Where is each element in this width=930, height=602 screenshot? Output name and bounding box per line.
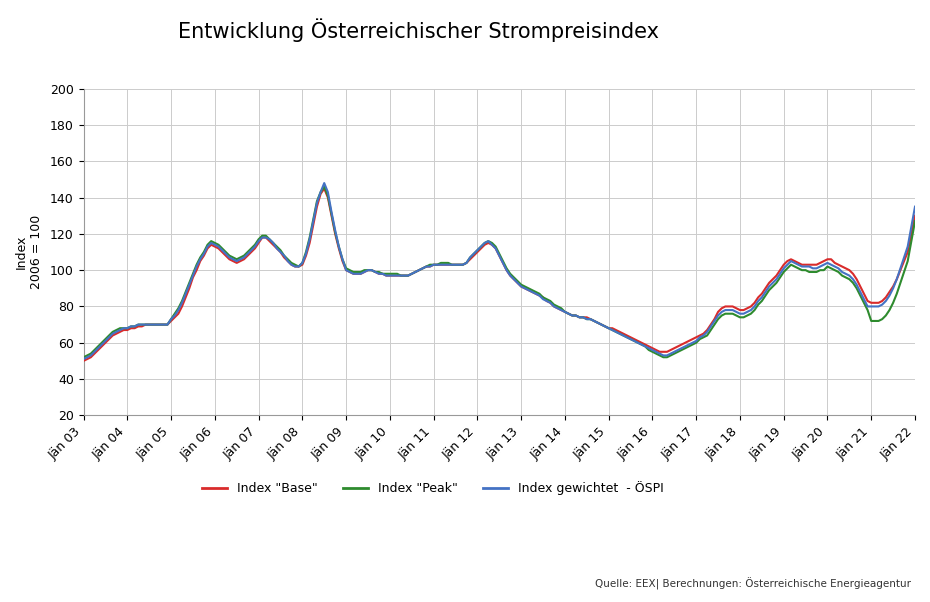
Legend: Index "Base", Index "Peak", Index gewichtet  - ÖSPI: Index "Base", Index "Peak", Index gewich…: [197, 477, 669, 500]
Text: Quelle: EEX| Berechnungen: Österreichische Energieagentur: Quelle: EEX| Berechnungen: Österreichisc…: [595, 577, 911, 590]
Text: Entwicklung Österreichischer Strompreisindex: Entwicklung Österreichischer Strompreisi…: [178, 18, 659, 42]
Y-axis label: Index
2006 = 100: Index 2006 = 100: [15, 215, 43, 289]
